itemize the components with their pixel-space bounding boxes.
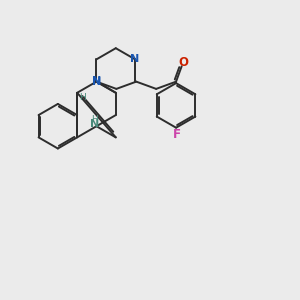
Text: N: N <box>130 54 140 64</box>
Text: H: H <box>92 115 98 124</box>
Text: N: N <box>92 76 101 87</box>
Text: N: N <box>92 76 101 86</box>
Text: H: H <box>79 93 86 102</box>
Text: O: O <box>178 56 188 69</box>
Text: N: N <box>90 119 100 129</box>
Text: F: F <box>173 128 181 141</box>
